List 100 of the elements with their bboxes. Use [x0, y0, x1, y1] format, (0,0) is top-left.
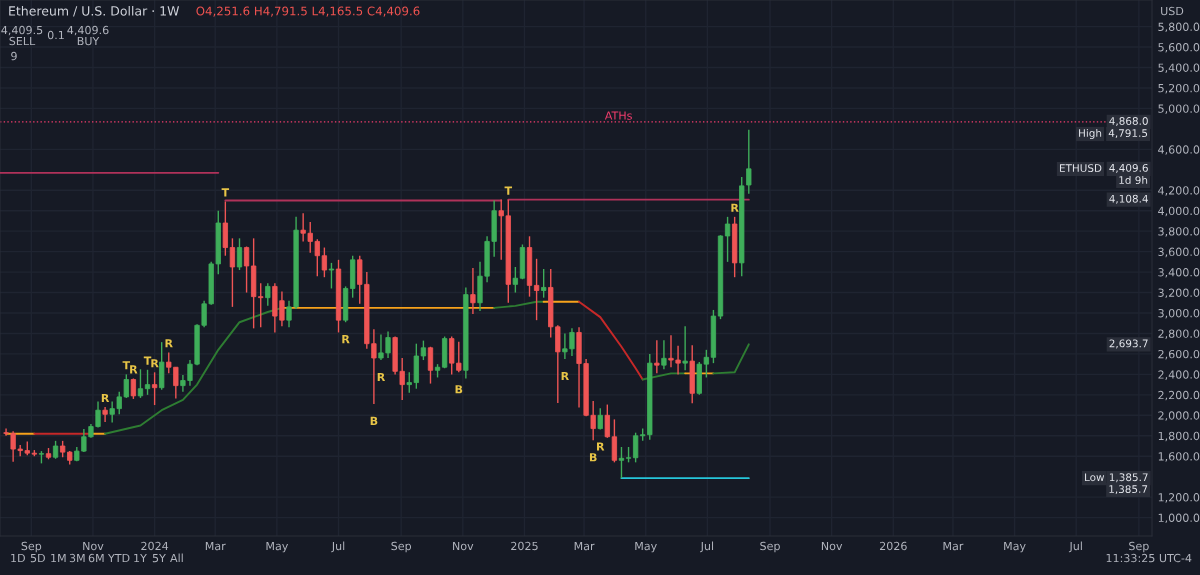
y-tick-label: 5,600.0 [1158, 43, 1200, 53]
y-tick-label: 2,000.0 [1158, 411, 1200, 421]
annotation: R [342, 335, 350, 344]
chart-title: Ethereum / U.S. Dollar · 1W [9, 5, 180, 17]
annotation: R [561, 371, 569, 380]
candlestick [724, 216, 731, 263]
annotation: 1d 9h [1119, 175, 1148, 185]
candlestick [151, 371, 158, 406]
y-tick-label: 3,600.0 [1158, 247, 1200, 258]
text: All [170, 553, 183, 563]
candlestick [243, 245, 250, 294]
candlestick [130, 377, 137, 400]
x-tick-label: Nov [453, 541, 474, 551]
text: YTD [107, 553, 130, 563]
y-tick-label: 4,600.0 [1158, 145, 1200, 155]
y-tick-label: 3,200.0 [1158, 288, 1200, 299]
annotation: R [597, 442, 605, 451]
x-tick-label: May [635, 541, 657, 553]
text: 1D [11, 553, 25, 563]
y-tick-label: 3,000.0 [1158, 308, 1200, 319]
text: 3M [69, 553, 85, 563]
text: 6M [88, 553, 104, 563]
candlestick [533, 258, 540, 321]
candlestick [632, 431, 639, 464]
candlestick [427, 346, 434, 385]
chart-subtitle: O4,251.6 H4,791.5 L4,165.5 C4,409.6 [196, 6, 420, 17]
y-tick-label: 3,400.0 [1158, 268, 1200, 278]
annotation: 4,108.4 [1109, 194, 1148, 204]
candlestick [604, 403, 610, 439]
candlestick [236, 237, 243, 271]
x-tick-label: Mar [574, 541, 595, 551]
y-tick-label: 4,200.0 [1158, 186, 1200, 196]
line-series [578, 300, 644, 381]
x-tick-label: Sep [391, 541, 412, 553]
x-tick-label: Jul [1068, 541, 1082, 553]
x-tick-label: Sep [760, 541, 780, 553]
candlestick [144, 369, 151, 396]
annotation: R [377, 372, 386, 381]
text: USD [1161, 6, 1184, 16]
annotation: T [122, 361, 131, 370]
x-tick-label: Sep [1129, 541, 1149, 553]
annotation: R [101, 393, 110, 403]
x-tick-label: Mar [205, 541, 226, 551]
y-tick-label: 2,400.0 [1158, 370, 1200, 380]
candlestick [321, 246, 328, 278]
candlestick [661, 339, 667, 370]
candlestick [654, 339, 660, 375]
annotation: 9 [11, 51, 17, 61]
x-tick-label: Nov [821, 541, 843, 551]
ref-line-label: ATHs [604, 111, 632, 120]
text: 1M [51, 553, 66, 563]
annotation: 4,409.5 [1, 25, 43, 36]
y-tick-label: 5,000.0 [1158, 104, 1200, 114]
x-tick-label: Jul [331, 541, 345, 553]
candlestick [470, 267, 476, 315]
candlestick [682, 325, 688, 371]
candlestick [137, 368, 144, 399]
y-tick-label: 5,400.0 [1158, 63, 1200, 74]
candlestick [512, 266, 519, 294]
candlestick [102, 406, 108, 423]
annotation: BUY [77, 36, 100, 46]
y-tick-label: 1,200.0 [1158, 493, 1200, 503]
annotation: High [1079, 128, 1102, 140]
x-tick-label: Jul [700, 541, 714, 553]
annotation: R [130, 365, 138, 374]
text: 5Y [152, 553, 166, 563]
y-tick-label: 1,800.0 [1158, 431, 1200, 442]
y-tick-label: 1,000.0 [1158, 513, 1200, 524]
annotation: B [370, 416, 378, 425]
candlestick [265, 282, 271, 307]
annotation: R [731, 203, 739, 212]
candlestick [611, 418, 618, 464]
x-tick-label: 2024 [141, 541, 169, 551]
annotation: 4,409.6 [1109, 163, 1148, 173]
y-tick-label: 4,000.0 [1158, 206, 1200, 217]
annotation: 4,868.0 [1109, 117, 1148, 127]
text: 1Y [134, 553, 147, 563]
annotation: B [589, 453, 597, 462]
annotation: 4,791.5 [1108, 129, 1148, 139]
annotation: 1,385.7 [1109, 485, 1148, 495]
text: 5D [30, 553, 45, 563]
candlestick [618, 446, 625, 479]
annotation: T [504, 186, 513, 195]
annotation: Low [1085, 473, 1105, 482]
candlestick [420, 339, 427, 361]
x-tick-label: 2025 [511, 541, 538, 551]
annotation: R [165, 339, 173, 348]
x-tick-label: Mar [943, 541, 964, 551]
annotation: T [143, 356, 152, 365]
annotation: R [151, 359, 159, 368]
annotation: ETHUSD [1059, 164, 1102, 173]
y-tick-label: 1,600.0 [1158, 452, 1200, 462]
annotation: 0.1 [47, 30, 64, 40]
candlestick [541, 268, 547, 299]
y-tick-label: 5,800.0 [1158, 22, 1200, 33]
y-tick-label: 2,200.0 [1158, 390, 1200, 401]
x-tick-label: 2026 [879, 541, 907, 551]
candlestick [229, 237, 236, 308]
y-tick-label: 2,600.0 [1158, 349, 1200, 360]
x-tick-label: Sep [21, 541, 42, 553]
